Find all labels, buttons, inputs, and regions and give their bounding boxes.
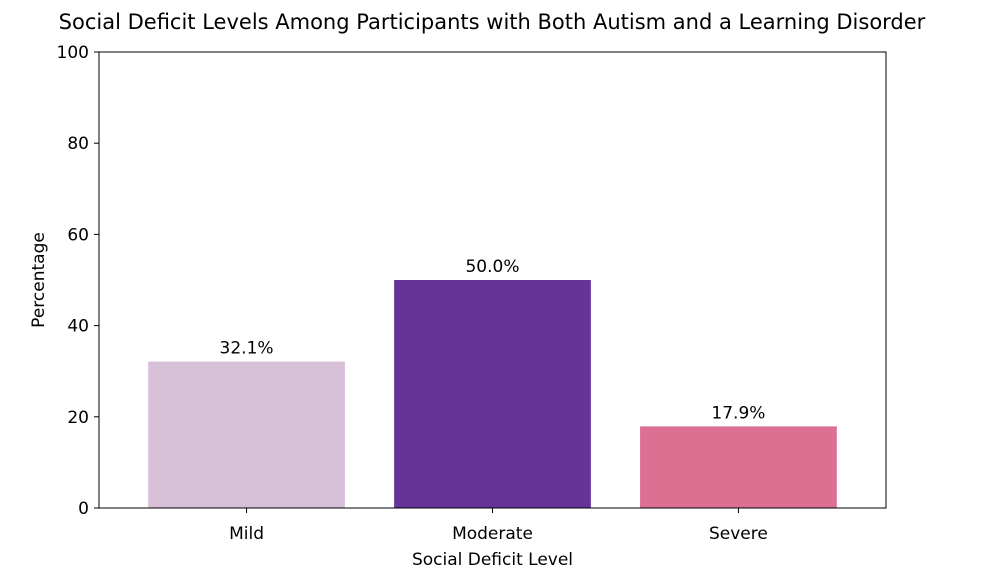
bar-severe <box>640 426 837 508</box>
y-tick-label: 20 <box>67 408 89 428</box>
data-label-mild: 32.1% <box>220 339 274 359</box>
x-tick-label-moderate: Moderate <box>452 524 533 544</box>
x-tick-label-severe: Severe <box>709 524 768 544</box>
data-label-moderate: 50.0% <box>465 257 519 277</box>
chart-title: Social Deficit Levels Among Participants… <box>59 10 926 34</box>
y-tick-label: 100 <box>57 43 89 63</box>
data-label-severe: 17.9% <box>711 403 765 423</box>
x-axis-label: Social Deficit Level <box>412 550 573 570</box>
y-tick-label: 0 <box>78 499 89 519</box>
y-tick-label: 40 <box>67 317 89 337</box>
y-tick-label: 80 <box>67 134 89 154</box>
x-tick-label-mild: Mild <box>229 524 264 544</box>
y-axis-label: Percentage <box>29 232 49 328</box>
y-tick-label: 60 <box>67 225 89 245</box>
bar-moderate <box>394 280 591 508</box>
bar-mild <box>148 361 345 508</box>
